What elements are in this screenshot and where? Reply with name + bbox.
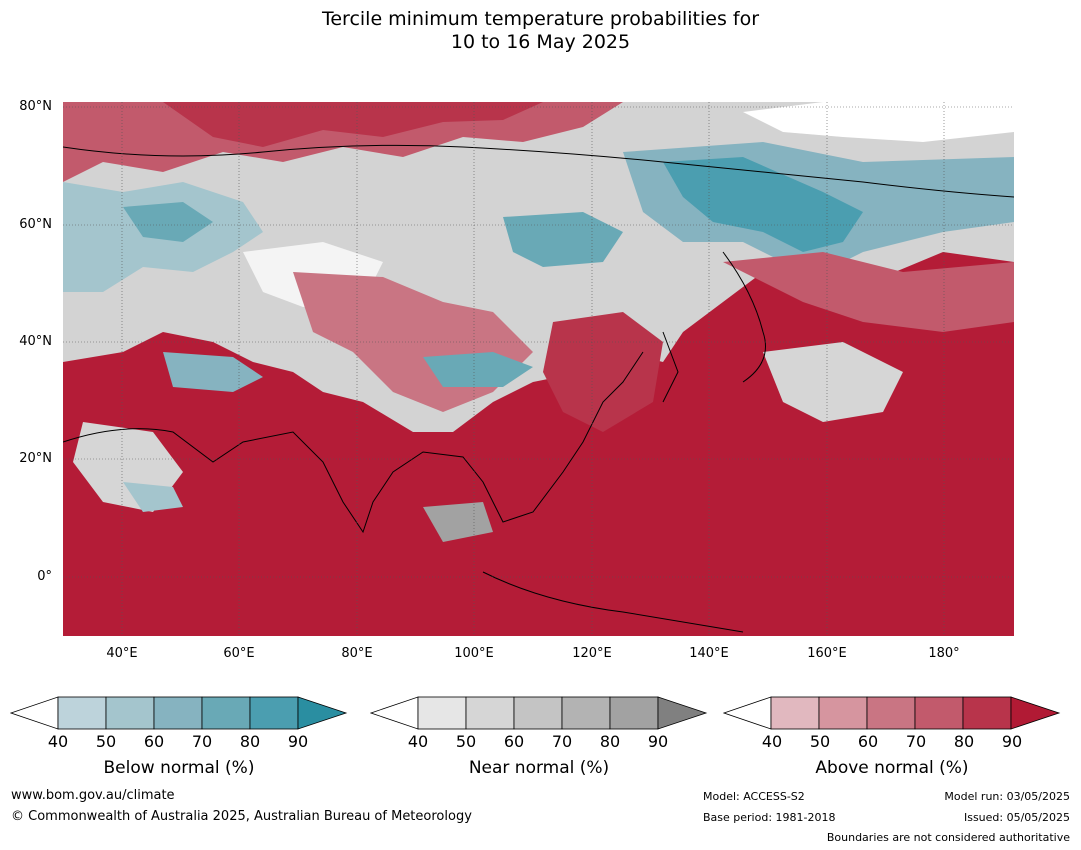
legend-above-swatch [962, 696, 1012, 730]
legend-below-tick: 60 [143, 732, 165, 751]
legend-below-swatch [249, 696, 299, 730]
legend-above-swatch [818, 696, 868, 730]
legend-near-under-triangle [370, 696, 419, 730]
legend-near-swatch [609, 696, 659, 730]
lat-label-20n: 20°N [19, 451, 52, 466]
siberia-cool-core [663, 157, 863, 252]
base-period-text: Base period: 1981-2018 [703, 811, 836, 824]
legend-near-swatch [513, 696, 563, 730]
model-run-text: Model run: 03/05/2025 [944, 790, 1070, 803]
lon-label-120e: 120°E [572, 646, 612, 661]
map-title: Tercile minimum temperature probabilitie… [0, 8, 1081, 54]
legend-above-swatch [914, 696, 964, 730]
lon-label-180: 180° [928, 646, 960, 661]
legend-below-swatch [105, 696, 155, 730]
legend-near-tick: 60 [503, 732, 525, 751]
lon-label-100e: 100°E [454, 646, 494, 661]
lon-label-140e: 140°E [689, 646, 729, 661]
siberia-white [743, 102, 1014, 142]
central-siberia-cool [503, 212, 623, 267]
legend-near-tick: 40 [407, 732, 429, 751]
legend-below-title: Below normal (%) [103, 758, 255, 778]
legend-below-tick: 50 [95, 732, 117, 751]
legend-below-swatch [201, 696, 251, 730]
lat-label-0: 0° [37, 569, 52, 584]
lon-label-60e: 60°E [223, 646, 255, 661]
legend-above-tick: 60 [857, 732, 879, 751]
legend-below-under-triangle [10, 696, 59, 730]
coastlines [63, 144, 1014, 633]
legend-below-swatch [153, 696, 203, 730]
legend-near-tick: 80 [599, 732, 621, 751]
lon-label-160e: 160°E [807, 646, 847, 661]
legend-near-swatch [561, 696, 611, 730]
lat-label-80n: 80°N [19, 99, 52, 114]
legend-above-tick: 80 [953, 732, 975, 751]
lon-label-80e: 80°E [341, 646, 373, 661]
legend-below-tick: 40 [47, 732, 69, 751]
arctic-warm-band-2 [163, 102, 543, 147]
legend-near-normal [370, 696, 708, 732]
website-link[interactable]: www.bom.gov.au/climate [11, 788, 175, 803]
west-pacific-warm [723, 252, 1014, 332]
legend-above-over-triangle [1010, 696, 1061, 730]
horn-africa-cool [123, 482, 183, 512]
probability-map [63, 102, 1014, 636]
legend-near-tick: 50 [455, 732, 477, 751]
pacific-grey-patches [763, 342, 903, 422]
legend-above-under-triangle [723, 696, 772, 730]
graticule [63, 102, 1014, 636]
lat-label-40n: 40°N [19, 334, 52, 349]
legend-near-title: Near normal (%) [468, 758, 610, 778]
legend-near-over-triangle [657, 696, 708, 730]
tibet-cool [423, 352, 533, 387]
legend-below-tick: 90 [287, 732, 309, 751]
legend-near-swatch [465, 696, 515, 730]
legend-near-swatch [417, 696, 467, 730]
title-line-1: Tercile minimum temperature probabilitie… [321, 8, 760, 30]
model-text: Model: ACCESS-S2 [703, 790, 805, 803]
legend-near-colorbar [370, 696, 708, 730]
legend-below-colorbar [10, 696, 348, 730]
legend-below-tick: 70 [191, 732, 213, 751]
legend-above-title: Above normal (%) [815, 758, 969, 778]
legend-above-tick: 90 [1001, 732, 1023, 751]
title-line-2: 10 to 16 May 2025 [450, 31, 631, 53]
west-cool-core [123, 202, 213, 242]
persia-cool [163, 352, 263, 392]
legend-above-swatch [866, 696, 916, 730]
legend-above-tick: 40 [761, 732, 783, 751]
legend-above-normal [723, 696, 1061, 732]
map-canvas [63, 102, 1014, 636]
legend-above-tick: 70 [905, 732, 927, 751]
legend-below-over-triangle [297, 696, 348, 730]
legend-above-tick: 50 [809, 732, 831, 751]
legend-below-normal [10, 696, 348, 732]
legend-above-colorbar [723, 696, 1061, 730]
legend-above-swatch [770, 696, 820, 730]
legend-near-tick: 70 [551, 732, 573, 751]
boundaries-note: Boundaries are not considered authoritat… [826, 831, 1070, 844]
copyright-text: © Commonwealth of Australia 2025, Austra… [11, 809, 472, 824]
legend-near-tick: 90 [647, 732, 669, 751]
legend-below-tick: 80 [239, 732, 261, 751]
lon-label-40e: 40°E [106, 646, 138, 661]
lat-label-60n: 60°N [19, 217, 52, 232]
southeast-asia-grey [423, 502, 493, 542]
issued-text: Issued: 05/05/2025 [963, 811, 1070, 824]
legend-below-swatch [57, 696, 107, 730]
